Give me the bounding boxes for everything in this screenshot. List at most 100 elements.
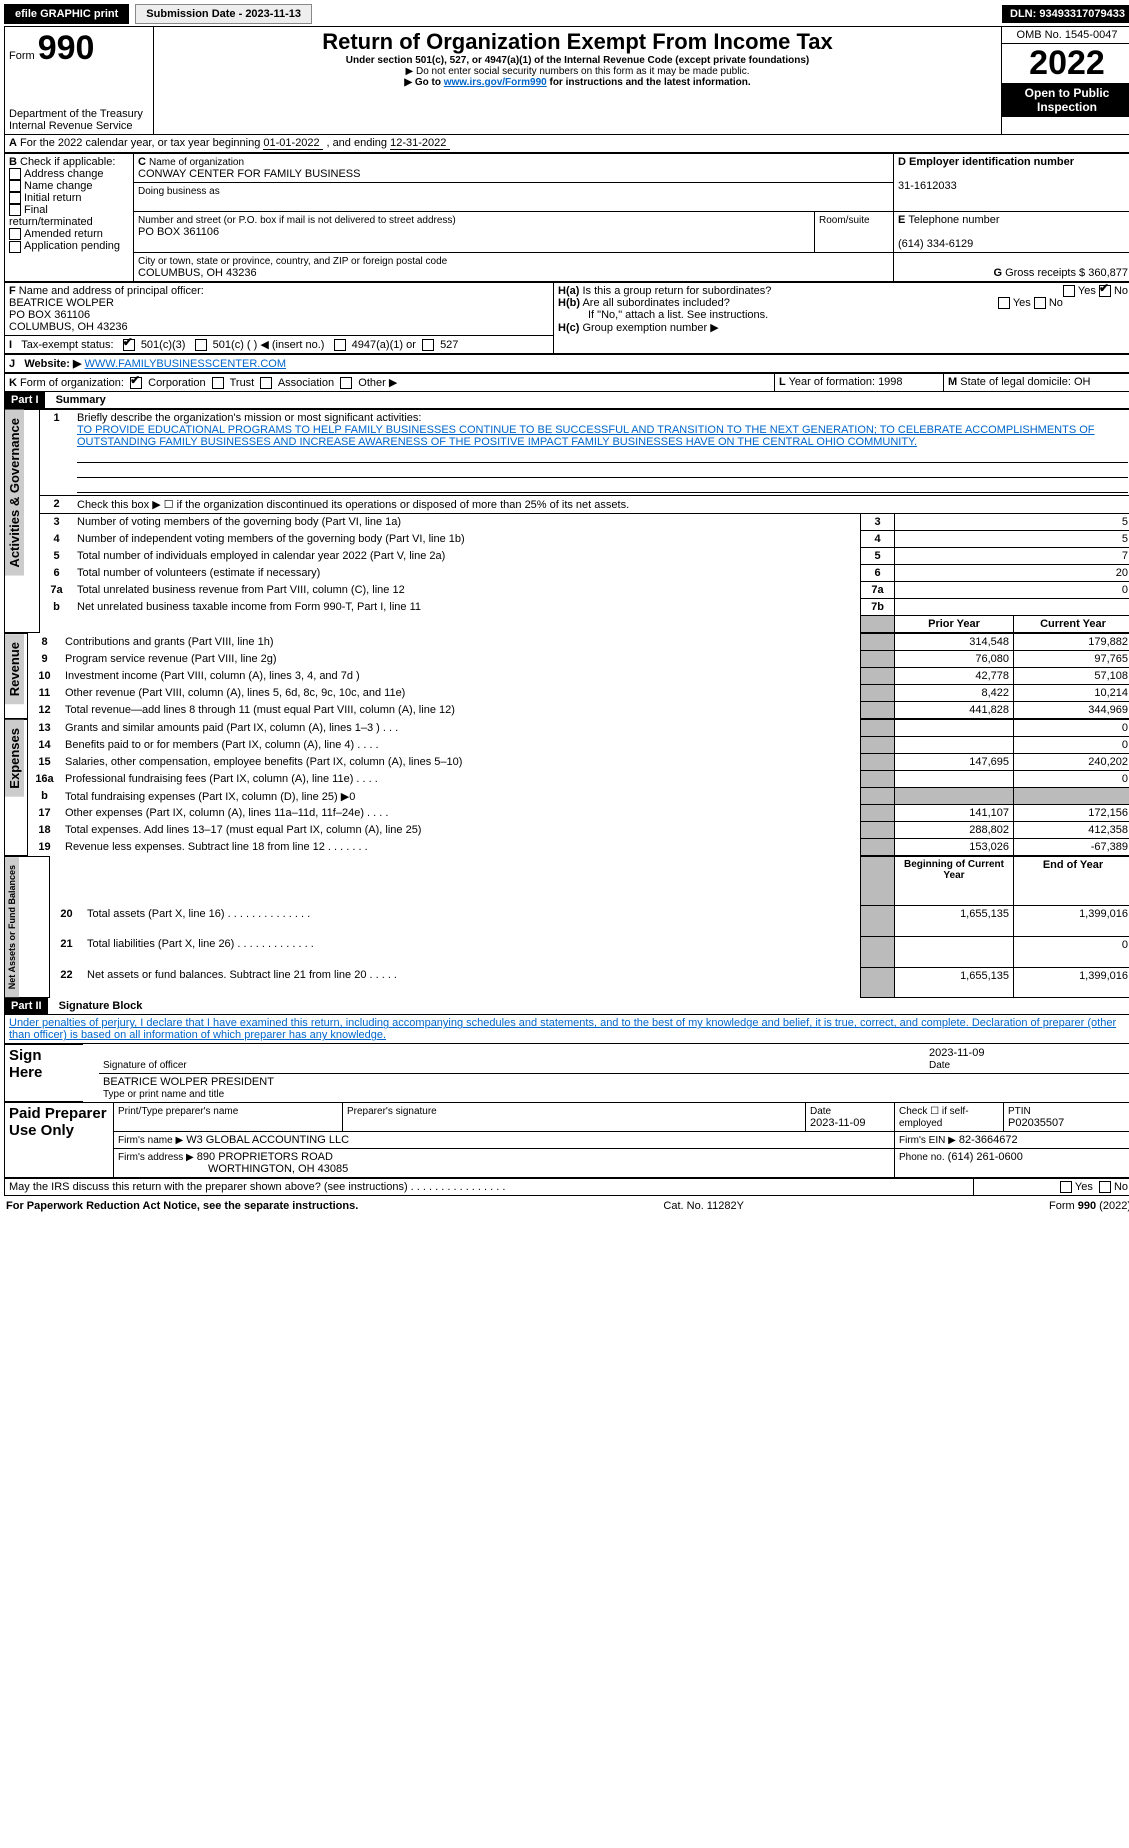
note2-suffix: for instructions and the latest informat…	[547, 77, 751, 88]
period-text-a: For the 2022 calendar year, or tax year …	[20, 137, 263, 149]
boxg-label: Gross receipts $	[1005, 267, 1085, 279]
pra-notice: For Paperwork Reduction Act Notice, see …	[6, 1200, 358, 1212]
col-current: Current Year	[1014, 616, 1129, 633]
officer-addr2: COLUMBUS, OH 43236	[9, 321, 128, 333]
boxk-label: Form of organization:	[20, 377, 124, 389]
firm-name-label: Firm's name ▶	[118, 1135, 183, 1146]
part2-title: Signature Block	[59, 1000, 143, 1012]
501c-checkbox[interactable]	[195, 339, 207, 351]
note2-prefix: ▶ Go to	[404, 77, 443, 88]
dept-label: Department of the Treasury	[9, 108, 149, 120]
boxi-label: Tax-exempt status:	[21, 339, 113, 351]
pp-sig-label: Preparer's signature	[347, 1106, 437, 1117]
irs-label: Internal Revenue Service	[9, 120, 149, 132]
form-number: 990	[38, 29, 95, 67]
initial-return-checkbox[interactable]	[9, 192, 21, 204]
side-rev: Revenue	[5, 634, 24, 704]
penalty-text[interactable]: Under penalties of perjury, I declare th…	[9, 1017, 1116, 1041]
period-text-b: , and ending	[326, 137, 390, 149]
part1-table: Activities & Governance 1 Briefly descri…	[4, 409, 1129, 633]
ag-row: 6Total number of volunteers (estimate if…	[5, 565, 1129, 582]
firm-addr-label: Firm's address ▶	[118, 1152, 194, 1163]
form-prefix: Form	[9, 50, 35, 62]
corp-checkbox[interactable]	[130, 377, 142, 389]
period-end: 12-31-2022	[390, 137, 450, 150]
trust-checkbox[interactable]	[212, 377, 224, 389]
cat-number: Cat. No. 11282Y	[663, 1200, 744, 1212]
room-label: Room/suite	[819, 215, 870, 226]
firm-addr1: 890 PROPRIETORS ROAD	[197, 1151, 333, 1163]
dba-label: Doing business as	[138, 186, 220, 197]
boxj-label: Website: ▶	[24, 358, 81, 370]
open-inspection: Open to Public Inspection	[1002, 83, 1129, 117]
type-name-label: Type or print name and title	[103, 1089, 224, 1100]
officer-addr1: PO BOX 361106	[9, 309, 90, 321]
hc-label: Group exemption number ▶	[582, 322, 718, 334]
527-checkbox[interactable]	[422, 339, 434, 351]
firm-phone: (614) 261-0600	[948, 1151, 1023, 1163]
col-end: End of Year	[1014, 857, 1129, 906]
firm-phone-label: Phone no.	[899, 1152, 945, 1163]
boxl-label: Year of formation:	[789, 376, 875, 388]
officer-printed: BEATRICE WOLPER PRESIDENT	[103, 1076, 274, 1088]
application-pending-checkbox[interactable]	[9, 241, 21, 253]
part1-label: Part I	[5, 392, 45, 408]
hb-no-checkbox[interactable]	[1034, 297, 1046, 309]
ag-row: 4Number of independent voting members of…	[5, 531, 1129, 548]
firm-name: W3 GLOBAL ACCOUNTING LLC	[186, 1134, 349, 1146]
side-na: Net Assets or Fund Balances	[5, 857, 19, 997]
state-domicile: OH	[1074, 376, 1091, 388]
address-change-checkbox[interactable]	[9, 168, 21, 180]
period-begin: 01-01-2022	[263, 137, 323, 150]
hb-yes-checkbox[interactable]	[998, 297, 1010, 309]
other-checkbox[interactable]	[340, 377, 352, 389]
org-name: CONWAY CENTER FOR FAMILY BUSINESS	[138, 168, 360, 180]
corp-label: Corporation	[148, 377, 205, 389]
part1-title: Summary	[56, 394, 106, 406]
website-link[interactable]: WWW.FAMILYBUSINESSCENTER.COM	[85, 358, 286, 370]
name-change-label: Name change	[24, 180, 93, 192]
form-title: Return of Organization Exempt From Incom…	[158, 29, 997, 55]
city-label: City or town, state or province, country…	[138, 256, 447, 267]
final-return-checkbox[interactable]	[9, 204, 21, 216]
address-change-label: Address change	[24, 168, 104, 180]
other-label: Other ▶	[358, 377, 397, 389]
527-label: 527	[440, 339, 458, 351]
sig-officer-label: Signature of officer	[103, 1060, 187, 1071]
paid-preparer: Paid Preparer Use Only	[9, 1105, 109, 1139]
form-note1: ▶ Do not enter social security numbers o…	[158, 66, 997, 77]
omb-label: OMB No. 1545-0047	[1002, 27, 1129, 44]
form-subtitle: Under section 501(c), 527, or 4947(a)(1)…	[158, 55, 997, 66]
name-change-checkbox[interactable]	[9, 180, 21, 192]
period-row: A For the 2022 calendar year, or tax yea…	[4, 135, 1129, 153]
q1-label: Briefly describe the organization's miss…	[77, 412, 421, 424]
sign-here: Sign Here	[9, 1047, 79, 1081]
org-address: PO BOX 361106	[138, 226, 219, 238]
initial-return-label: Initial return	[24, 192, 81, 204]
mission-text[interactable]: TO PROVIDE EDUCATIONAL PROGRAMS TO HELP …	[77, 424, 1095, 448]
ha-yes-checkbox[interactable]	[1063, 285, 1075, 297]
submission-date-button[interactable]: Submission Date - 2023-11-13	[135, 4, 312, 24]
side-exp: Expenses	[5, 720, 24, 797]
4947-checkbox[interactable]	[334, 339, 346, 351]
ptin-label: PTIN	[1008, 1106, 1031, 1117]
form990-link[interactable]: www.irs.gov/Form990	[444, 77, 547, 88]
ptin-value: P02035507	[1008, 1117, 1064, 1129]
efile-label: efile GRAPHIC print	[4, 4, 129, 24]
discuss-no-checkbox[interactable]	[1099, 1181, 1111, 1193]
assoc-checkbox[interactable]	[260, 377, 272, 389]
boxd-label: Employer identification number	[909, 156, 1074, 168]
boxm-label: State of legal domicile:	[960, 376, 1071, 388]
discuss-yes-checkbox[interactable]	[1060, 1181, 1072, 1193]
amended-return-label: Amended return	[24, 228, 103, 240]
phone-value: (614) 334-6129	[898, 238, 973, 250]
col-prior: Prior Year	[895, 616, 1014, 633]
501c3-checkbox[interactable]	[123, 339, 135, 351]
amended-return-checkbox[interactable]	[9, 228, 21, 240]
tax-year: 2022	[1002, 44, 1129, 83]
boxc-label: Name of organization	[149, 157, 244, 168]
ha-label: Is this a group return for subordinates?	[582, 285, 771, 297]
ha-no-checkbox[interactable]	[1099, 285, 1111, 297]
ein-value: 31-1612033	[898, 180, 957, 192]
col-begin: Beginning of Current Year	[895, 857, 1014, 906]
